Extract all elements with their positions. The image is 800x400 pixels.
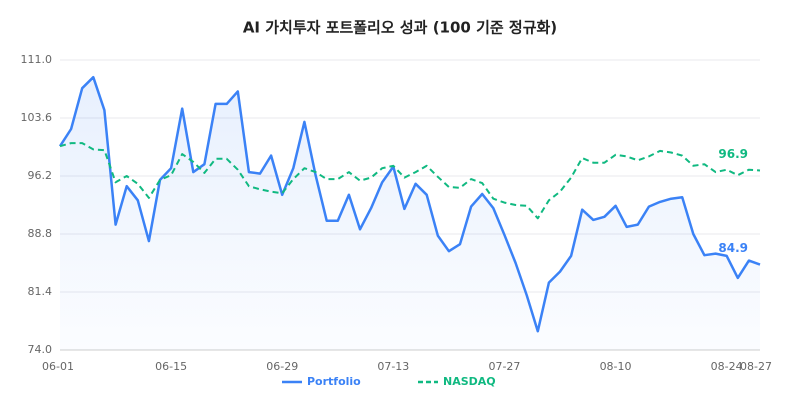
y-tick-label: 74.0 <box>28 343 53 356</box>
y-tick-label: 103.6 <box>21 111 53 124</box>
legend-label: NASDAQ <box>443 375 496 388</box>
area <box>60 77 760 350</box>
legend-label: Portfolio <box>307 375 361 388</box>
x-tick-label: 08-10 <box>600 360 632 373</box>
y-tick-label: 111.0 <box>21 53 53 66</box>
x-tick-label: 08-24 <box>711 360 743 373</box>
data-label: 96.9 <box>718 147 748 161</box>
y-tick-label: 88.8 <box>28 227 53 240</box>
x-tick-label: 06-01 <box>42 360 74 373</box>
line <box>59 142 761 220</box>
line <box>58 75 761 333</box>
data-label: 84.9 <box>718 241 748 255</box>
x-tick-label: 06-15 <box>155 360 187 373</box>
x-tick-label: 07-27 <box>488 360 520 373</box>
y-tick-label: 81.4 <box>28 285 53 298</box>
chart-title: AI 가치투자 포트폴리오 성과 (100 기준 정규화) <box>243 19 557 37</box>
x-tick-label: 06-29 <box>266 360 298 373</box>
y-tick-label: 96.2 <box>28 169 53 182</box>
x-tick-label: 08-27 <box>740 360 772 373</box>
x-tick-label: 07-13 <box>377 360 409 373</box>
